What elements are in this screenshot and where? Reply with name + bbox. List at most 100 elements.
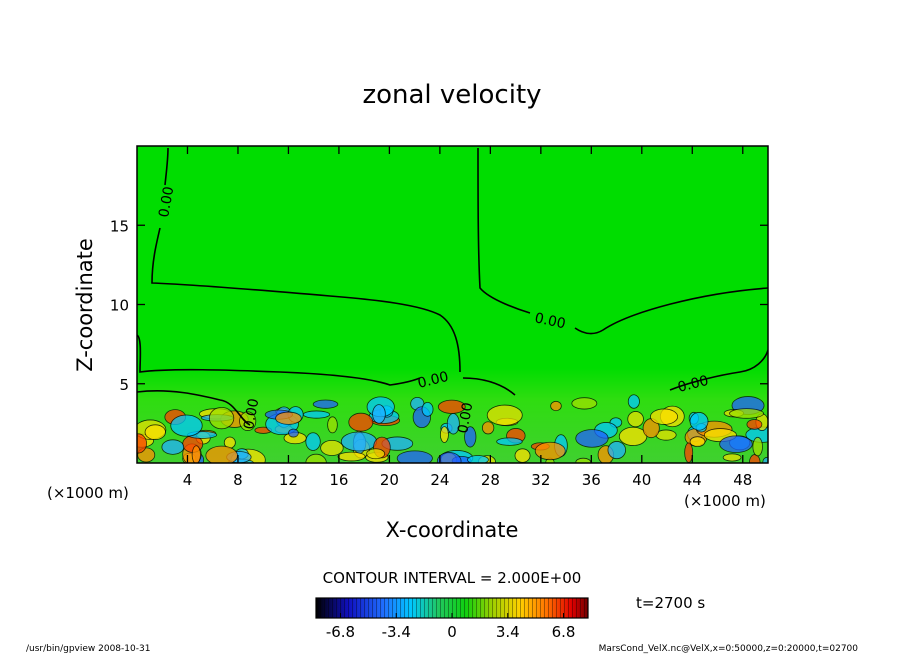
contour-lines	[137, 147, 768, 426]
x-tick-label: 40	[632, 471, 651, 489]
y-tick-label: 5	[119, 376, 129, 394]
heatmap-cell	[337, 451, 366, 462]
heatmap-cell	[436, 452, 462, 463]
x-axis-label: X-coordinate	[386, 518, 519, 542]
heatmap-cells	[137, 394, 768, 463]
heatmap-cell	[191, 445, 201, 463]
colorbar-tick-label: 6.8	[552, 623, 576, 641]
heatmap-cell	[170, 414, 203, 437]
heatmap-cell	[607, 441, 627, 460]
colorbar-tick-label: 3.4	[496, 623, 520, 641]
y-axis-ticks: 5 10 15	[110, 217, 768, 394]
heatmap-cell	[486, 404, 523, 426]
heatmap-cell	[305, 432, 321, 451]
heatmap-cell	[481, 421, 495, 435]
contour-label: 0.00	[416, 369, 450, 392]
x-axis-units: (×1000 m)	[684, 492, 766, 510]
heatmap-cell	[729, 408, 764, 419]
time-label: t=2700 s	[636, 594, 705, 612]
heatmap-cell	[144, 424, 166, 440]
x-tick-label: 12	[279, 471, 298, 489]
x-tick-label: 8	[233, 471, 243, 489]
contour-label: 0.00	[676, 373, 710, 396]
heatmap-cell	[320, 439, 344, 456]
y-axis-label: Z-coordinate	[73, 238, 97, 372]
x-tick-label: 16	[329, 471, 348, 489]
colorbar-ticks: -6.8 -3.4 0 3.4 6.8	[326, 613, 576, 641]
x-tick-label: 48	[733, 471, 752, 489]
heatmap-cell	[366, 448, 386, 460]
heatmap-cell	[689, 436, 706, 447]
contour-label: 0.00	[455, 401, 476, 434]
heatmap-cell	[327, 416, 338, 434]
heatmap-cell	[746, 419, 763, 430]
heatmap-cell	[464, 426, 477, 448]
colorbar: -6.8 -3.4 0 3.4 6.8	[315, 597, 589, 641]
heatmap-cell	[161, 439, 185, 455]
contour-line-right	[477, 147, 768, 335]
heatmap-cell	[205, 445, 238, 463]
heatmap-cell	[752, 436, 763, 457]
heatmap-cell	[340, 431, 378, 452]
x-tick-label: 24	[430, 471, 449, 489]
y-tick-label: 15	[110, 217, 129, 235]
x-axis-ticks: 4 8 12 16 20 24 28 32 36 40 44 48	[183, 146, 752, 489]
contour-label: 0.00	[241, 397, 262, 430]
contour-line-mid	[462, 377, 516, 396]
colorbar-tick-label: -3.4	[382, 623, 411, 641]
colorbar-tick-label: -6.8	[326, 623, 355, 641]
footer-right: MarsCond_VelX.nc@VelX,x=0:50000,z=0:2000…	[599, 644, 859, 654]
x-tick-label: 44	[683, 471, 702, 489]
y-tick-label: 10	[110, 297, 129, 315]
heatmap-cell	[627, 411, 644, 428]
contour-label: 0.00	[156, 185, 177, 218]
heatmap-cell	[372, 404, 386, 424]
heatmap-cell	[421, 401, 434, 417]
heatmap-cell	[575, 429, 609, 448]
heatmap-cell	[689, 412, 709, 431]
heatmap-cell	[396, 450, 433, 463]
heatmap-cell	[650, 408, 679, 425]
heatmap-cell	[467, 455, 489, 463]
heatmap-cell	[575, 457, 592, 463]
contour-labels: 0.00 0.00 0.00 0.00 0.00 0.00	[156, 185, 710, 434]
x-tick-label: 32	[531, 471, 550, 489]
x-tick-label: 20	[380, 471, 399, 489]
colorbar-tick-label: 0	[447, 623, 457, 641]
contour-label: 0.00	[533, 310, 567, 332]
contour-interval-text: CONTOUR INTERVAL = 2.000E+00	[323, 569, 582, 587]
heatmap-cell	[514, 448, 531, 463]
heatmap-cell	[496, 437, 523, 446]
heatmap-cell	[534, 441, 566, 461]
heatmap-cell	[302, 410, 331, 419]
heatmap-cell	[312, 399, 339, 409]
heatmap-cell	[446, 413, 460, 435]
contour-line-lower	[137, 334, 421, 386]
heatmap-cell	[348, 412, 374, 432]
x-tick-label: 28	[481, 471, 500, 489]
heatmap-cell	[288, 428, 299, 438]
x-tick-label: 4	[183, 471, 193, 489]
heatmap-cell	[239, 411, 257, 431]
heatmap-cell	[208, 406, 235, 430]
x-tick-label: 36	[582, 471, 601, 489]
heatmap-cell	[571, 397, 598, 410]
chart-title: zonal velocity	[362, 80, 541, 110]
y-axis-units: (×1000 m)	[47, 484, 129, 502]
heatmap-cell	[684, 442, 694, 463]
heatmap-cell	[137, 433, 147, 454]
heatmap-cell	[275, 411, 302, 425]
heatmap-cell	[762, 456, 768, 463]
heatmap-cell	[618, 426, 648, 446]
heatmap-cell	[550, 400, 562, 412]
heatmap-cell	[627, 394, 640, 409]
footer-left: /usr/bin/gpview 2008-10-31	[26, 644, 150, 654]
colorbar-stripes	[316, 598, 588, 618]
heatmap-cell	[719, 435, 753, 453]
heatmap-cell	[722, 453, 742, 462]
contour-line-low-b	[137, 390, 251, 426]
contour-line-lower-right	[669, 349, 768, 391]
contour-line-left	[151, 147, 461, 373]
heatmap-cell	[439, 426, 449, 443]
